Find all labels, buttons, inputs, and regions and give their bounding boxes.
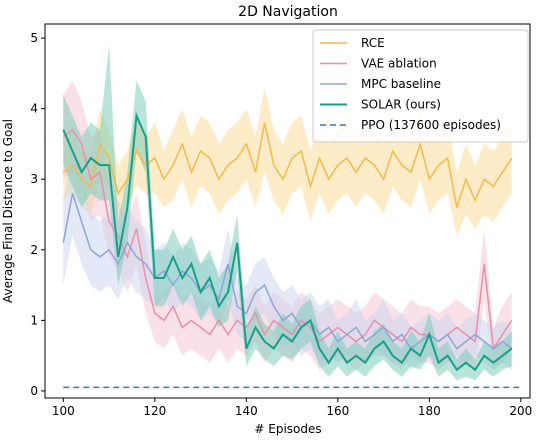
chart-title: 2D Navigation (238, 4, 338, 20)
legend-label-4: PPO (137600 episodes) (361, 118, 501, 132)
y-axis: 0 1 2 3 4 5 (30, 31, 45, 398)
y-axis-title: Average Final Distance to Goal (1, 119, 15, 303)
x-tick-label-4: 180 (418, 404, 441, 418)
series-lines (62, 111, 521, 389)
band-series-2 (63, 151, 512, 370)
y-tick-label-4: 4 (30, 102, 38, 116)
y-tick-label-0: 0 (30, 384, 38, 398)
line-series-0 (62, 122, 513, 208)
x-axis: 100 120 140 160 180 200 (52, 398, 532, 418)
band-series-0 (63, 87, 512, 236)
legend-label-1: VAE ablation (361, 57, 437, 71)
legend: RCE VAE ablation MPC baseline SOLAR (ours) P… (312, 29, 529, 143)
x-tick-label-3: 160 (326, 404, 349, 418)
legend-box (312, 29, 529, 143)
legend-label-0: RCE (361, 36, 385, 50)
x-tick-label-2: 140 (235, 404, 258, 418)
x-tick-label-0: 100 (52, 404, 75, 418)
y-tick-label-3: 3 (30, 172, 38, 186)
band-series-3 (63, 45, 512, 381)
plot-frame (44, 23, 531, 399)
y-tick-label-5: 5 (30, 31, 38, 45)
x-tick-label-5: 200 (509, 404, 532, 418)
legend-label-3: SOLAR (ours) (361, 98, 441, 112)
x-axis-title: # Episodes (254, 422, 321, 436)
x-tick-label-1: 120 (143, 404, 166, 418)
y-tick-label-1: 1 (30, 313, 38, 327)
confidence-bands (63, 45, 512, 381)
y-tick-label-2: 2 (30, 243, 38, 257)
line-series-3 (62, 111, 513, 372)
line-series-2 (62, 193, 513, 350)
legend-label-2: MPC baseline (361, 77, 441, 91)
